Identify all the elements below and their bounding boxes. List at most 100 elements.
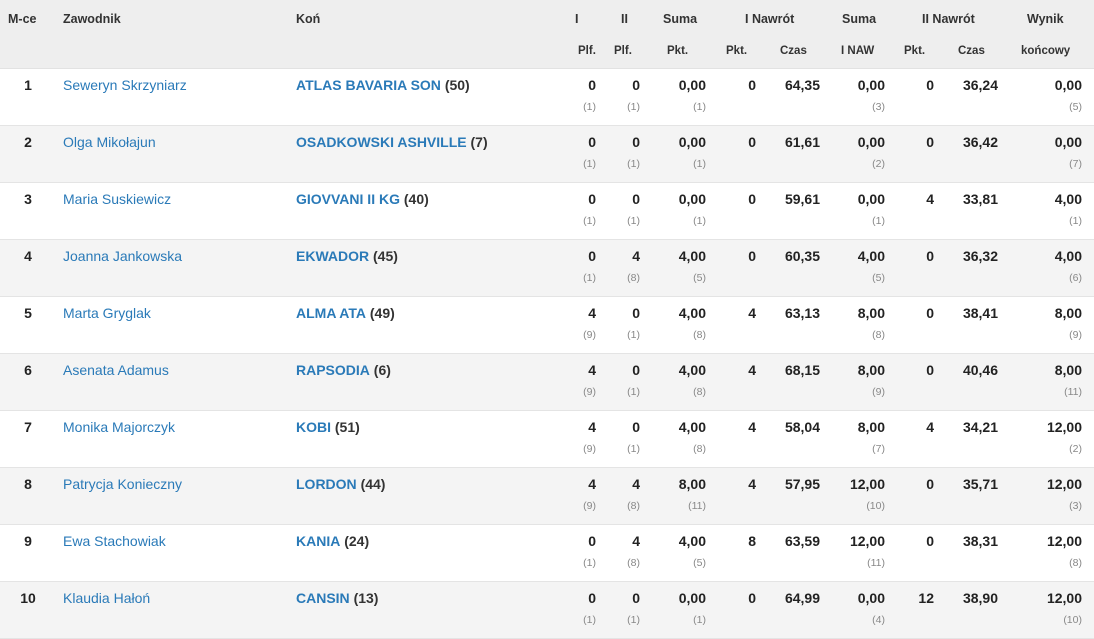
header-sum2-sub: I NAW [841,45,875,57]
final-result: 4,00 [1054,191,1082,207]
rider-link[interactable]: Patrycja Konieczny [63,476,183,492]
sum-points-rank: (1) [693,158,706,170]
sum2-points-rank: (7) [872,443,885,455]
table-row: 1 Seweryn Skrzyniarz 0 (1) 0 (1) 0,00 (1) 0 64,35… [0,69,1094,126]
sum2-points: 0,00 [857,77,885,93]
round1-faults: 4 [588,476,596,492]
jumpoff1-points: 0 [748,191,756,207]
rider-link[interactable]: Seweryn Skrzyniarz [63,77,187,93]
rider-link[interactable]: Ewa Stachowiak [63,533,166,549]
table-row: 9 Ewa Stachowiak 0 (1) 4 (8) 4,00 (5) 8 63,59 12,0… [0,525,1094,582]
place-cell: 8 [24,476,32,492]
round2-faults: 4 [632,533,640,549]
header-sum-sub: Pkt. [667,45,689,57]
horse-link[interactable]: OSADKOWSKI ASHVILLE [296,134,467,150]
horse-number: (44) [360,476,386,492]
header-result: Wynik [1027,12,1064,26]
round1-faults: 4 [588,419,596,435]
header-jumpoff2-pts: Pkt. [904,45,926,57]
jumpoff2-time: 34,21 [962,419,998,435]
jumpoff1-points: 0 [748,77,756,93]
place-cell: 6 [24,362,32,378]
table-row: 6 Asenata Adamus 4 (9) 0 (1) 4,00 (8) 4 68,15 8,00… [0,354,1094,411]
sum2-points-rank: (2) [872,158,885,170]
round2-faults-rank: (8) [627,500,640,512]
sum2-points-rank: (10) [866,500,885,512]
horse-number: (45) [373,248,398,264]
jumpoff2-points: 0 [926,476,934,492]
rider-link[interactable]: Monika Majorczyk [63,419,176,435]
place-cell: 1 [24,77,32,93]
sum2-points: 4,00 [857,248,885,264]
round1-faults: 0 [588,248,596,264]
sum2-points-rank: (11) [867,557,885,569]
horse-link[interactable]: KOBI [296,419,331,435]
final-result-rank: (10) [1063,614,1082,626]
place-cell: 3 [24,191,32,207]
jumpoff1-time: 57,95 [784,476,820,492]
final-result: 0,00 [1054,77,1082,93]
table-body: 1 Seweryn Skrzyniarz 0 (1) 0 (1) 0,00 (1) 0 64,35… [0,69,1094,639]
final-result-rank: (8) [1069,557,1082,569]
sum-points-rank: (5) [693,557,706,569]
round1-faults: 0 [588,134,596,150]
rider-link[interactable]: Klaudia Hałoń [63,590,151,606]
round1-faults: 0 [588,590,596,606]
sum-points-rank: (8) [693,386,706,398]
header-round1-sub: Plf. [578,45,596,57]
sum-points: 4,00 [678,533,706,549]
sum2-points-rank: (1) [872,215,885,227]
final-result-rank: (7) [1069,158,1082,170]
rider-link[interactable]: Marta Gryglak [63,305,151,321]
horse-link[interactable]: ALMA ATA [296,305,366,321]
header-jumpoff1: I Nawrót [745,12,795,26]
jumpoff1-time: 63,13 [784,305,820,321]
rider-link[interactable]: Joanna Jankowska [63,248,183,264]
round1-faults-rank: (1) [583,614,596,626]
place-cell: 9 [24,533,32,549]
jumpoff2-time: 35,71 [962,476,998,492]
horse-link[interactable]: ATLAS BAVARIA SON [296,77,441,93]
round2-faults-rank: (1) [627,614,640,626]
horse-link[interactable]: GIOVVANI II KG [296,191,400,207]
table-row: 10 Klaudia Hałoń 0 (1) 0 (1) 0,00 (1) 0 64,99 0,00… [0,582,1094,639]
horse-link[interactable]: LORDON [296,476,357,492]
place-cell: 2 [24,134,32,150]
sum-points: 4,00 [678,305,706,321]
rider-link[interactable]: Maria Suskiewicz [63,191,172,207]
jumpoff1-points: 0 [748,134,756,150]
sum2-points: 0,00 [857,191,885,207]
header-rider[interactable]: Zawodnik [63,12,121,26]
sum2-points: 0,00 [857,134,885,150]
round1-faults-rank: (1) [583,158,596,170]
jumpoff1-time: 60,35 [784,248,820,264]
header-place[interactable]: M-ce [8,12,37,26]
horse-link[interactable]: CANSIN [296,590,350,606]
sum2-points: 8,00 [857,419,885,435]
final-result: 8,00 [1054,305,1082,321]
round2-faults: 0 [632,305,640,321]
horse-link[interactable]: KANIA [296,533,341,549]
sum2-points-rank: (9) [872,386,885,398]
sum-points: 0,00 [678,590,706,606]
sum2-points: 12,00 [849,533,885,549]
sum-points: 0,00 [678,77,706,93]
horse-number: (50) [444,77,470,93]
jumpoff2-time: 38,41 [962,305,998,321]
horse-number: (7) [470,134,488,150]
rider-link[interactable]: Asenata Adamus [63,362,169,378]
place-cell: 4 [24,248,32,264]
horse-link[interactable]: EKWADOR [296,248,370,264]
final-result-rank: (5) [1069,101,1082,113]
final-result-rank: (9) [1069,329,1082,341]
jumpoff2-time: 36,32 [962,248,998,264]
jumpoff2-points: 4 [926,419,934,435]
horse-link[interactable]: RAPSODIA [296,362,370,378]
jumpoff2-points: 0 [926,305,934,321]
header-horse[interactable]: Koń [296,12,321,26]
jumpoff2-points: 0 [926,248,934,264]
table-header: M-ce Zawodnik Koń I II Suma I Nawrót Sum… [0,0,1094,69]
horse-cell: ALMA ATA (49) [296,305,395,321]
header-round2: II [621,12,628,26]
rider-link[interactable]: Olga Mikołajun [63,134,156,150]
